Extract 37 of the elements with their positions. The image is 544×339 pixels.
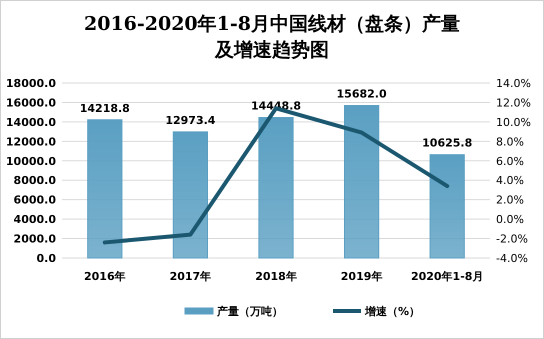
legend-label: 产量（万吨） (216, 305, 283, 318)
y2-tick-label: 12.0% (496, 96, 531, 110)
data-label: 14218.8 (80, 102, 130, 115)
y2-tick-label: 14.0% (496, 77, 531, 90)
y-tick-label: 16000.0 (6, 96, 56, 110)
y2-tick-label: 10.0% (496, 116, 531, 129)
bar (87, 119, 122, 258)
bar (344, 105, 380, 258)
y2-tick-label: 2.0% (496, 194, 524, 207)
data-label: 15682.0 (336, 88, 387, 101)
y-tick-label: 18000.0 (6, 77, 56, 90)
x-tick-label: 2017年 (170, 270, 212, 283)
y2-tick-label: 6.0% (496, 154, 524, 168)
x-tick-label: 2016年 (84, 270, 126, 283)
y2-tick-label: 0.0% (496, 213, 524, 226)
bar (172, 131, 208, 258)
y2-tick-label: 4.0% (496, 174, 524, 188)
x-tick-label: 2020年1-8月 (410, 270, 484, 283)
y-tick-label: 14000.0 (6, 116, 56, 129)
x-tick-label: 2018年 (255, 270, 297, 283)
y-tick-label: 12000.0 (6, 135, 56, 148)
x-tick-label: 2019年 (340, 270, 382, 283)
bar (258, 117, 294, 258)
y-tick-label: 0.0 (36, 252, 56, 265)
y-tick-label: 2000.0 (14, 232, 56, 246)
bar (430, 154, 465, 258)
data-label: 10625.8 (422, 136, 472, 150)
data-label: 12973.4 (165, 114, 216, 127)
legend-label: 增速（%） (364, 305, 420, 318)
y2-tick-label: 8.0% (496, 135, 524, 148)
y2-tick-label: -4.0% (496, 252, 528, 265)
y2-tick-label: -2.0% (496, 232, 528, 246)
chart-title: 2016-2020年1-8月中国线材（盘条）产量及增速趋势图 (84, 13, 460, 61)
y-tick-label: 8000.0 (14, 174, 56, 188)
y-tick-label: 10000.0 (6, 154, 56, 168)
y-tick-label: 4000.0 (14, 213, 56, 226)
y-tick-label: 6000.0 (14, 194, 56, 207)
